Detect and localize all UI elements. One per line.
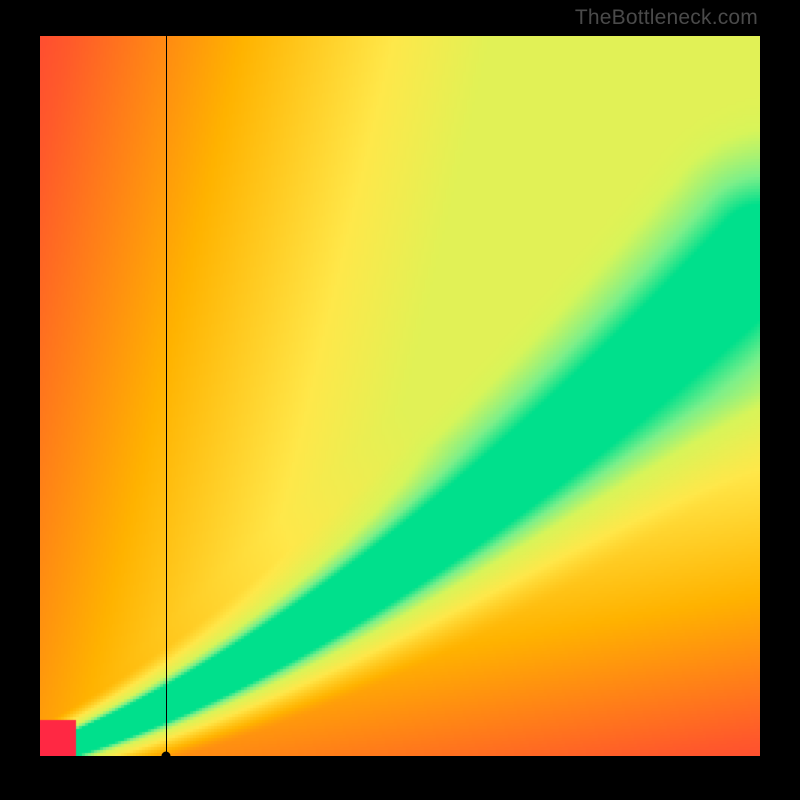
heatmap-canvas [40,36,760,756]
chart-frame [40,36,760,756]
crosshair-vertical [166,36,167,756]
watermark-text: TheBottleneck.com [575,6,758,30]
crosshair-horizontal [40,756,760,757]
crosshair-dot [162,752,171,761]
